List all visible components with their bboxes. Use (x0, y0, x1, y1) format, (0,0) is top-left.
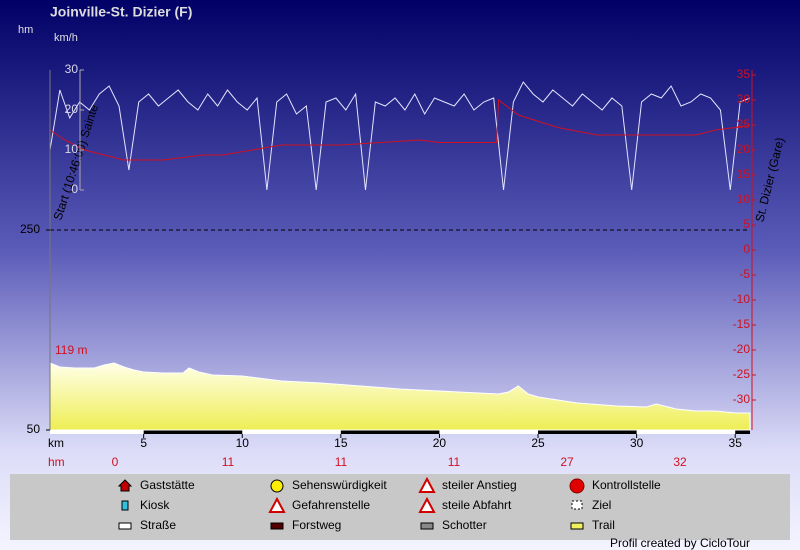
legend-label: Ziel (592, 498, 611, 512)
legend-label: Kontrollstelle (592, 478, 661, 492)
x-tick-label: 30 (630, 436, 644, 450)
temperature-line (49, 99, 751, 161)
legend-icon (569, 478, 585, 494)
start-elevation: 119 m (55, 343, 87, 357)
road-segment (340, 430, 440, 434)
legend-box (10, 474, 790, 540)
climb-value: 11 (222, 455, 235, 469)
legend-icon (418, 496, 436, 513)
legend-icon (118, 522, 132, 530)
y2-tick-label: -30 (733, 392, 751, 406)
y2-tick-label: 35 (737, 67, 751, 81)
footer: Profil created by CicloTour (610, 536, 750, 550)
legend-icon (268, 496, 286, 513)
y2-tick-label: -25 (733, 367, 751, 381)
legend-label: Gaststätte (140, 478, 195, 492)
y2-tick-label: -10 (733, 292, 751, 306)
legend-label: Gefahrenstelle (292, 498, 370, 512)
y2-tick-label: 10 (737, 192, 751, 206)
legend-label: steiler Anstieg (442, 478, 517, 492)
legend-icon (270, 479, 284, 493)
speed-tick-label: 20 (65, 102, 79, 116)
y-axis-label: hm (18, 24, 33, 36)
climb-value: 11 (448, 455, 461, 469)
climb-value: 0 (112, 455, 119, 469)
x-tick-label: 25 (531, 436, 545, 450)
y2-tick-label: -5 (739, 267, 750, 281)
speed-axis-label: km/h (54, 32, 78, 44)
legend-label: Trail (592, 518, 615, 532)
x-tick-label: 10 (236, 436, 250, 450)
y2-tick-label: 5 (743, 217, 750, 231)
legend-icon (121, 500, 129, 511)
y2-tick-label: 25 (737, 117, 751, 131)
legend-icon (420, 522, 434, 530)
road-segment (143, 430, 243, 434)
legend-label: steile Abfahrt (442, 498, 512, 512)
climb-value: 32 (673, 455, 687, 469)
y2-tick-label: 0 (743, 242, 750, 256)
y2-tick-label: 30 (737, 92, 751, 106)
legend-icon (571, 500, 583, 510)
chart-title: Joinville-St. Dizier (F) (50, 4, 192, 20)
legend-label: Forstweg (292, 518, 341, 532)
legend-label: Schotter (442, 518, 487, 532)
legend-icon (117, 479, 133, 492)
speed-tick-label: 10 (65, 142, 79, 156)
x-axis-label: km (48, 436, 64, 450)
x-tick-label: 20 (433, 436, 447, 450)
elevation-area (49, 362, 751, 431)
speed-line (49, 81, 751, 191)
legend-label: Sehenswürdigkeit (292, 478, 387, 492)
legend-icon (418, 476, 436, 493)
legend-icon (570, 522, 584, 530)
legend-label: Kiosk (140, 498, 170, 512)
road-segment (735, 430, 750, 434)
y-tick-label: 50 (27, 422, 41, 436)
x-tick-label: 5 (140, 436, 147, 450)
y2-tick-label: -20 (733, 342, 751, 356)
x-tick-label: 35 (729, 436, 743, 450)
y2-tick-label: -15 (733, 317, 751, 331)
y2-tick-label: 20 (737, 142, 751, 156)
y-tick-label: 250 (20, 222, 40, 236)
climb-label: hm (48, 455, 65, 469)
speed-tick-label: 30 (65, 62, 79, 76)
legend-label: Straße (140, 518, 176, 532)
climb-value: 27 (560, 455, 574, 469)
speed-tick-label: 0 (71, 182, 78, 196)
legend-icon (270, 522, 284, 530)
y2-tick-label: 15 (737, 167, 751, 181)
climb-value: 11 (335, 455, 348, 469)
x-tick-label: 15 (334, 436, 348, 450)
road-segment (538, 430, 637, 434)
